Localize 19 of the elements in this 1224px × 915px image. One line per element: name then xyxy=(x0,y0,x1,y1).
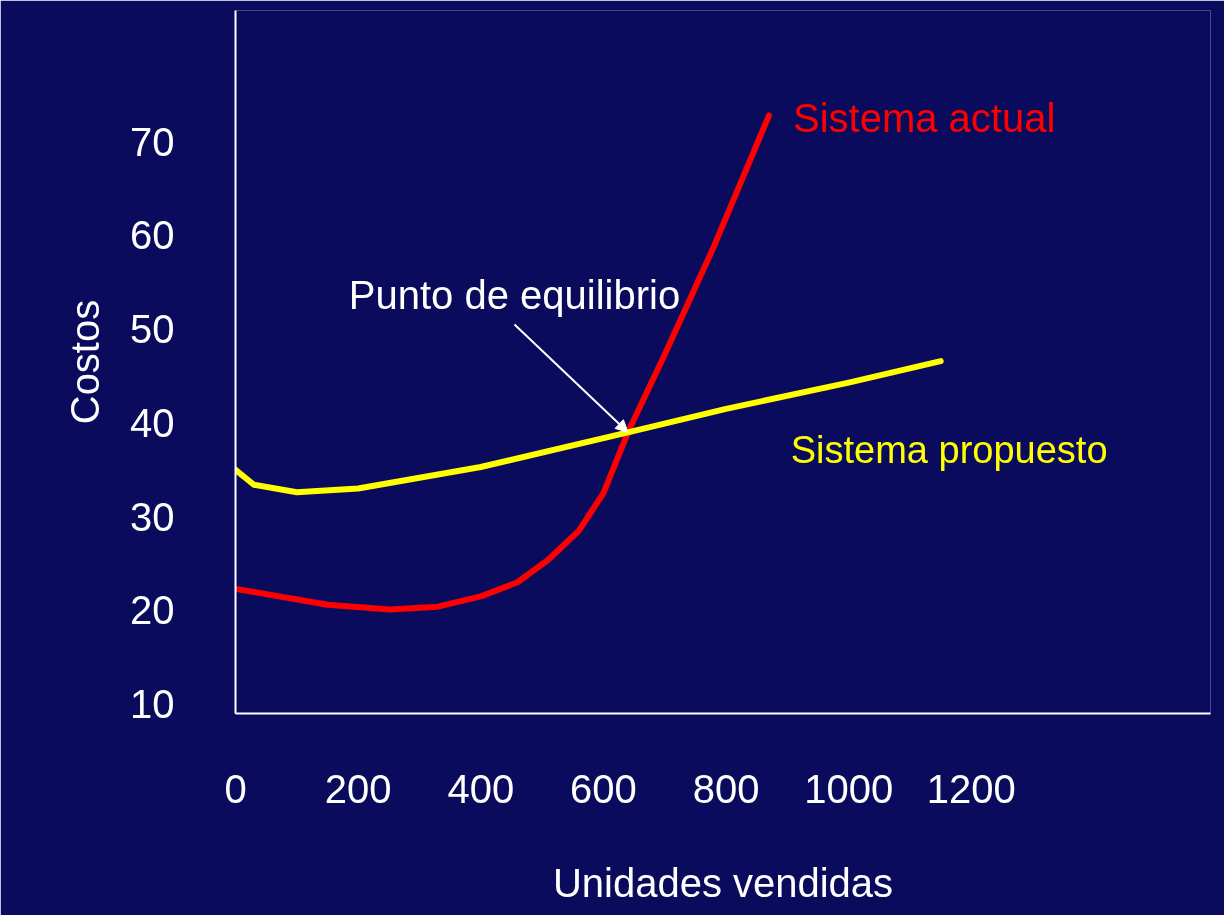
y-tick-label: 70 xyxy=(130,119,175,164)
y-tick-label: 60 xyxy=(130,213,175,258)
x-tick-label: 200 xyxy=(324,766,392,811)
x-tick-label: 800 xyxy=(692,766,760,811)
series-label: Sistema propuesto xyxy=(790,429,1108,472)
x-tick-label: 0 xyxy=(224,766,247,811)
x-axis-title: Unidades vendidas xyxy=(552,860,894,905)
y-tick-label: 10 xyxy=(130,682,175,727)
y-axis-title: Costos xyxy=(63,299,108,425)
y-tick-label: 20 xyxy=(130,588,175,633)
x-tick-label: 400 xyxy=(447,766,515,811)
x-tick-label: 1200 xyxy=(926,766,1016,811)
x-tick-label: 600 xyxy=(570,766,637,811)
annotation: Punto de equilibrio xyxy=(348,272,681,317)
y-tick-label: 50 xyxy=(130,307,175,352)
x-tick-label: 1000 xyxy=(804,766,894,811)
series-label: Sistema actual xyxy=(792,96,1056,141)
y-tick-label: 30 xyxy=(130,494,175,539)
y-tick-label: 40 xyxy=(130,400,175,445)
